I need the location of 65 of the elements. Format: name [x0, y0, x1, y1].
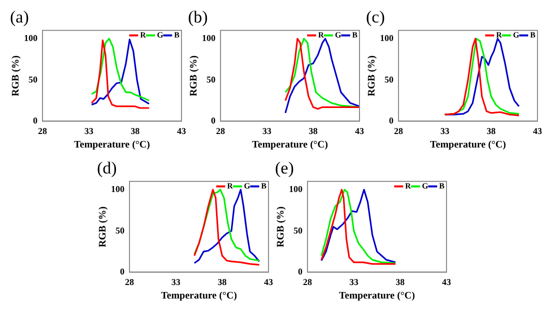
y-tick-label: 100 — [380, 32, 394, 43]
x-tick-label: 28 — [38, 126, 48, 136]
y-tick-label: 0 — [298, 266, 303, 277]
y-tick-label: 100 — [111, 184, 125, 194]
x-tick-label: 28 — [303, 276, 312, 287]
x-tick-label: 28 — [125, 276, 134, 287]
x-axis-title: Temperature (°C) — [74, 140, 150, 151]
x-tick-label: 38 — [308, 126, 318, 136]
y-tick-label: 0 — [120, 266, 125, 277]
y-axis-title: RGB (%) — [366, 55, 378, 96]
x-tick-label: 33 — [262, 126, 272, 136]
x-tick-label: 43 — [264, 276, 274, 287]
x-tick-label: 38 — [218, 276, 228, 287]
chart-title: (a) — [10, 8, 29, 27]
legend-label: R — [496, 30, 502, 40]
chart-title: (c) — [366, 8, 385, 27]
legend-label: G — [334, 30, 342, 40]
x-tick-label: 28 — [394, 126, 404, 136]
y-tick-label: 0 — [211, 116, 216, 126]
legend-label: B — [439, 181, 446, 190]
x-tick-label: 33 — [84, 126, 94, 136]
legend-label: G — [512, 30, 520, 40]
x-tick-label: 33 — [440, 126, 450, 136]
y-tick-label: 50 — [384, 74, 394, 84]
legend-label: R — [405, 181, 412, 190]
legend-label: B — [352, 30, 358, 40]
y-axis-title: RGB (%) — [10, 55, 22, 96]
x-tick-label: 38 — [486, 126, 496, 136]
x-tick-label: 43 — [442, 276, 452, 287]
legend-label: G — [244, 181, 250, 190]
y-tick-label: 50 — [206, 74, 216, 84]
y-tick-label: 100 — [202, 32, 216, 43]
x-tick-label: 38 — [130, 126, 140, 136]
x-tick-label: 33 — [171, 276, 181, 287]
x-tick-label: 38 — [396, 276, 406, 287]
chart-title: (b) — [188, 8, 208, 27]
y-tick-label: 100 — [24, 32, 38, 43]
chart-title: (e) — [275, 158, 294, 178]
x-tick-label: 33 — [349, 276, 359, 287]
legend-label: B — [261, 181, 268, 190]
y-axis-title: RGB (%) — [188, 55, 200, 96]
x-tick-label: 43 — [177, 126, 186, 136]
x-tick-label: 43 — [355, 126, 364, 136]
y-tick-label: 100 — [289, 184, 303, 194]
x-axis-title: Temperature (°C) — [339, 290, 415, 302]
x-tick-label: 28 — [216, 126, 226, 136]
x-axis-title: Temperature (°C) — [161, 290, 237, 302]
y-tick-label: 0 — [389, 116, 394, 126]
y-tick-label: 50 — [116, 225, 125, 236]
legend-label: B — [174, 30, 180, 40]
y-tick-label: 0 — [33, 116, 38, 126]
legend-label: R — [318, 30, 324, 40]
x-axis-title: Temperature (°C) — [252, 140, 328, 151]
legend-label: G — [422, 181, 428, 190]
y-tick-label: 50 — [28, 74, 38, 84]
legend-label: R — [227, 181, 234, 190]
y-axis-title: RGB (%) — [276, 206, 287, 248]
legend-label: G — [156, 30, 164, 40]
legend-label: B — [530, 30, 536, 40]
x-axis-title: Temperature (°C) — [430, 140, 506, 151]
legend-label: R — [140, 30, 146, 40]
y-axis-title: RGB (%) — [98, 206, 109, 248]
x-tick-label: 43 — [533, 126, 542, 136]
y-tick-label: 50 — [294, 225, 303, 236]
chart-title: (d) — [97, 158, 117, 178]
